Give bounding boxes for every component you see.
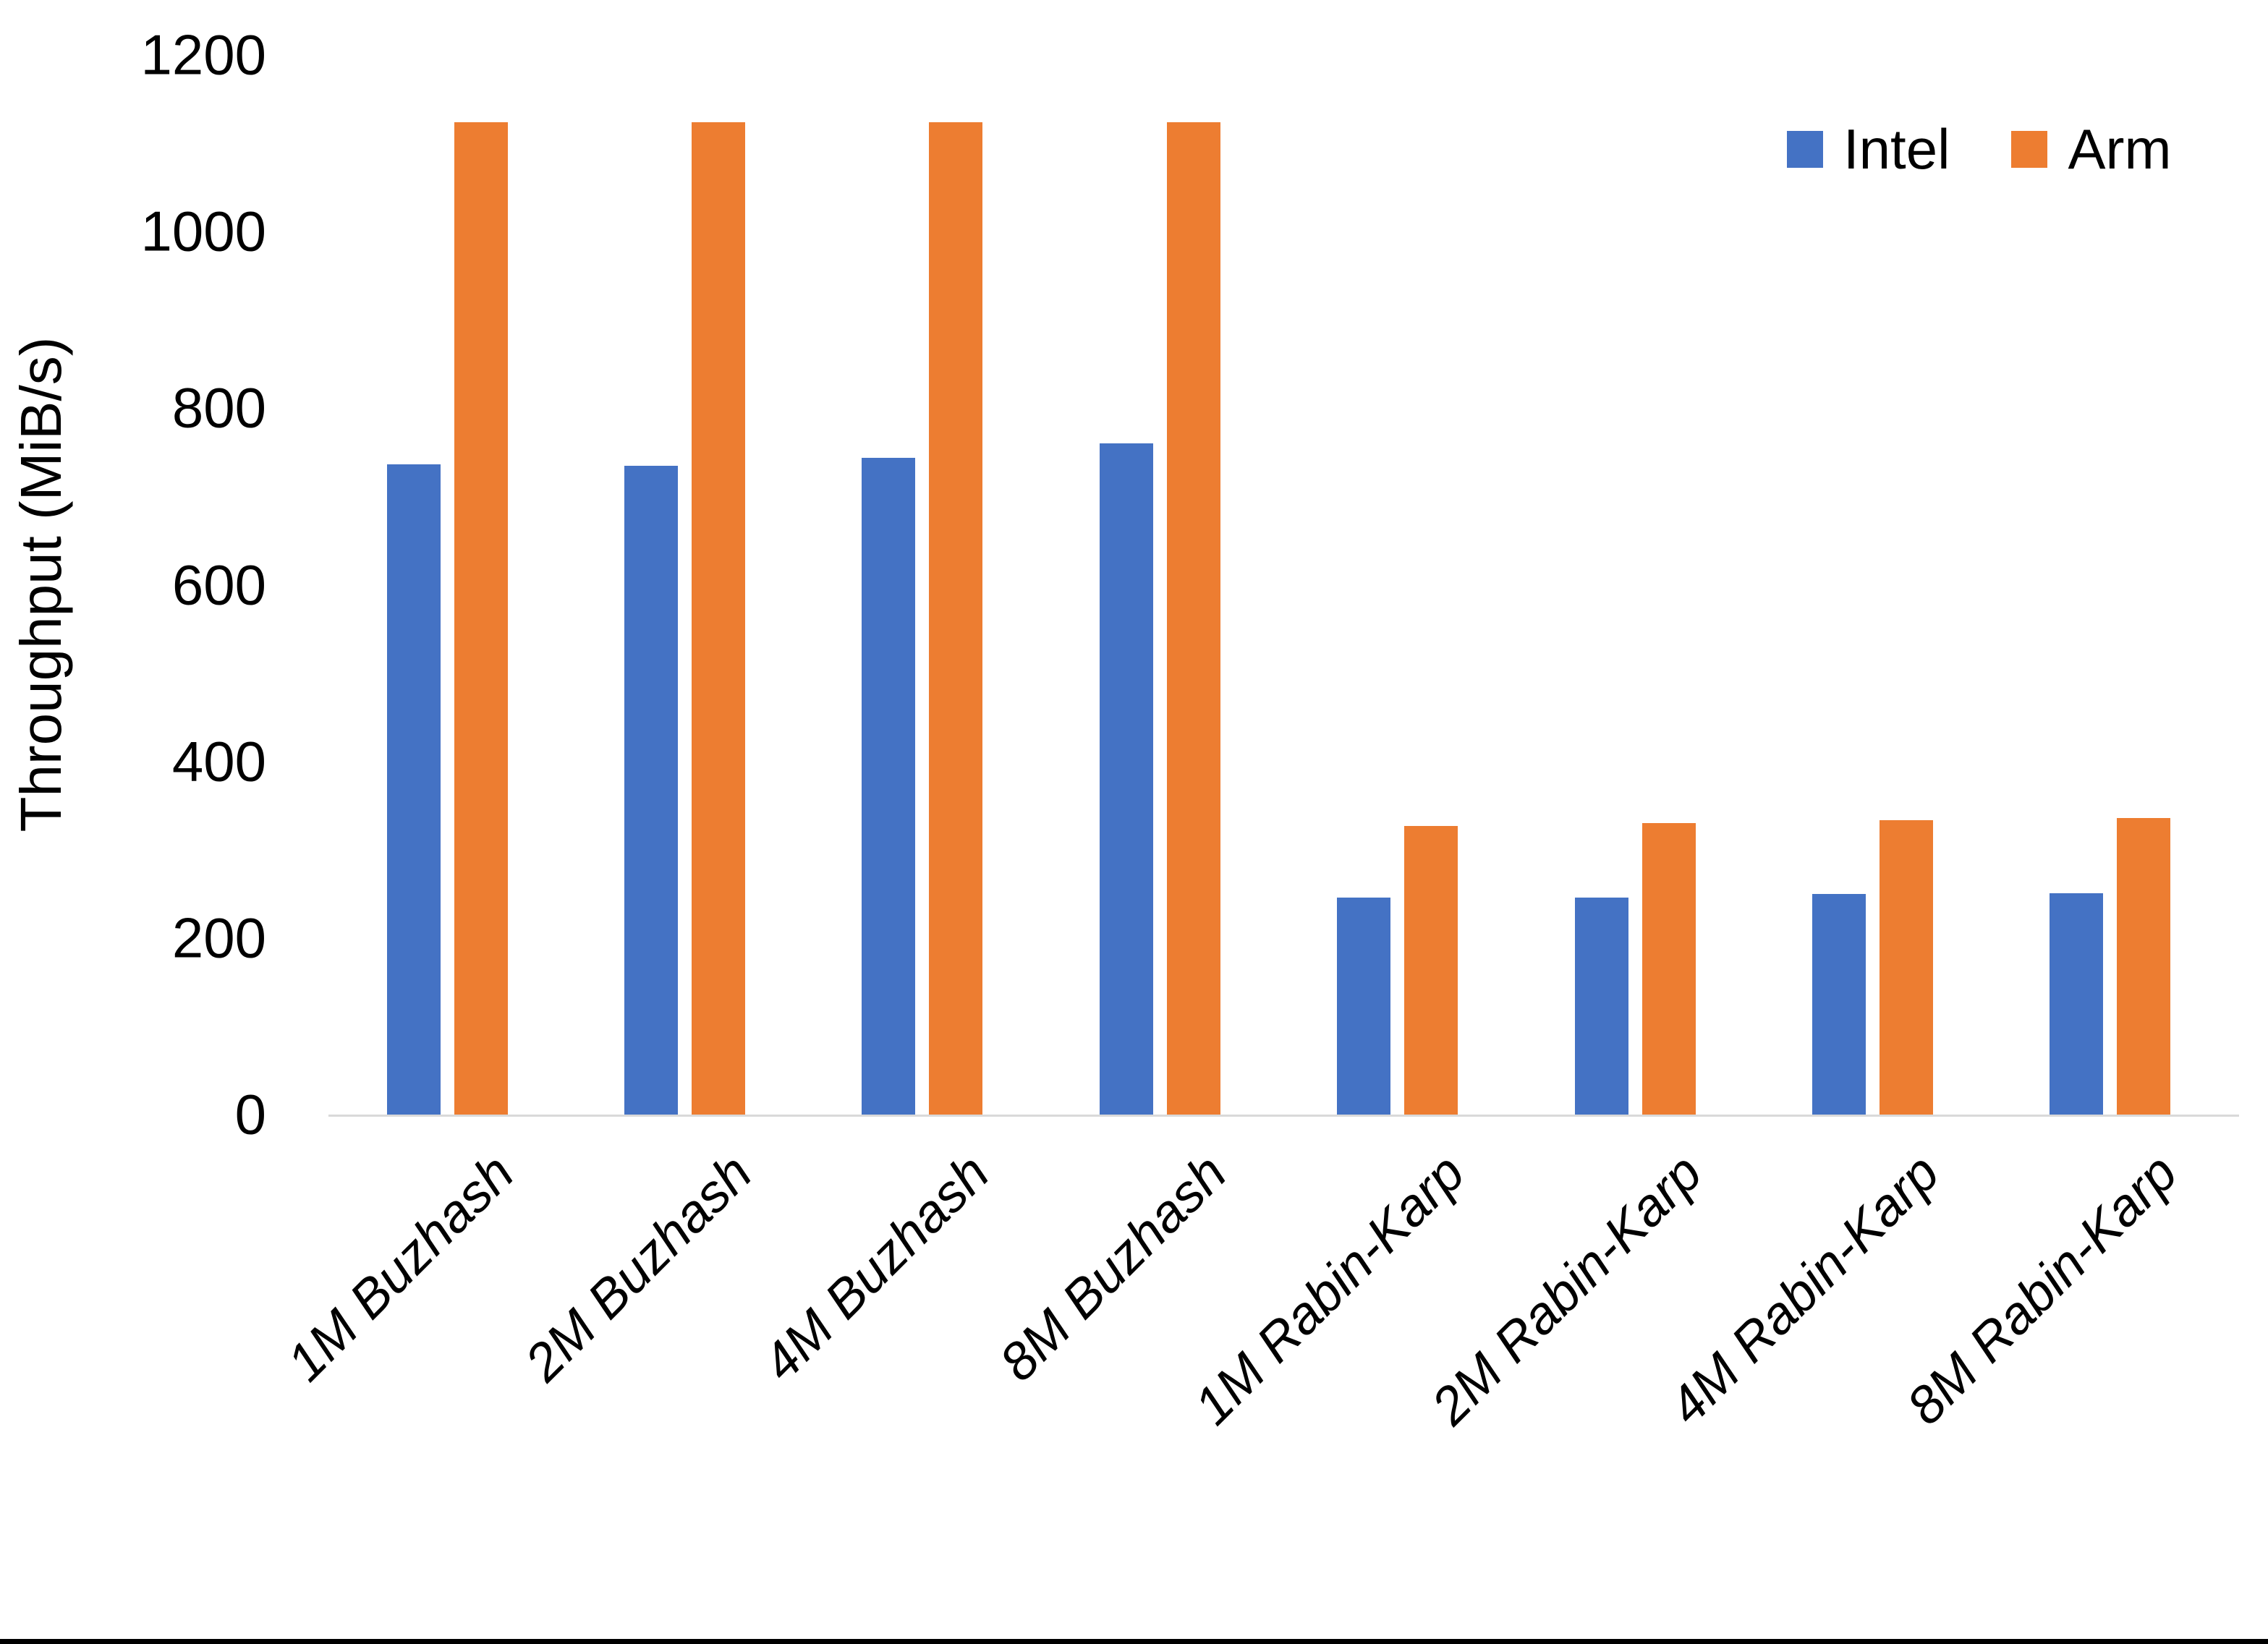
legend-item-intel: Intel bbox=[1787, 121, 1950, 177]
legend-label-arm: Arm bbox=[2068, 117, 2172, 181]
bar-arm-4m-rabin-karp bbox=[1879, 820, 1933, 1115]
bar-intel-4m-buzhash bbox=[862, 457, 916, 1115]
bar-arm-1m-buzhash bbox=[454, 122, 508, 1115]
y-tick-label-0: 0 bbox=[234, 1082, 266, 1146]
bar-arm-8m-rabin-karp bbox=[2117, 817, 2171, 1115]
bar-arm-4m-buzhash bbox=[929, 122, 983, 1115]
x-axis-line bbox=[328, 1115, 2239, 1117]
bar-arm-8m-buzhash bbox=[1166, 122, 1220, 1115]
bar-intel-1m-buzhash bbox=[386, 464, 441, 1115]
x-category-label-4m-buzhash: 4M Buzhash bbox=[751, 1143, 1001, 1392]
bar-intel-2m-rabin-karp bbox=[1574, 897, 1628, 1115]
legend-item-arm: Arm bbox=[2011, 121, 2171, 177]
x-category-label-1m-buzhash: 1M Buzhash bbox=[276, 1143, 525, 1392]
y-tick-label-1000: 1000 bbox=[140, 199, 266, 263]
bar-intel-4m-rabin-karp bbox=[1812, 893, 1866, 1115]
bar-intel-8m-buzhash bbox=[1099, 443, 1153, 1115]
y-tick-label-200: 200 bbox=[171, 906, 266, 970]
bar-intel-8m-rabin-karp bbox=[2050, 893, 2104, 1115]
bottom-border bbox=[0, 1639, 2268, 1644]
bar-arm-1m-rabin-karp bbox=[1404, 825, 1458, 1115]
bar-arm-2m-buzhash bbox=[691, 122, 745, 1115]
legend-swatch-arm bbox=[2011, 130, 2048, 168]
bar-intel-1m-rabin-karp bbox=[1337, 897, 1391, 1115]
y-tick-label-400: 400 bbox=[171, 729, 266, 793]
y-tick-label-800: 800 bbox=[171, 375, 266, 440]
x-category-label-2m-buzhash: 2M Buzhash bbox=[514, 1143, 763, 1392]
legend-label-intel: Intel bbox=[1843, 117, 1950, 181]
legend: Intel Arm bbox=[1787, 121, 2171, 177]
y-tick-label-600: 600 bbox=[171, 553, 266, 616]
bar-intel-2m-buzhash bbox=[624, 465, 678, 1115]
y-tick-label-1200: 1200 bbox=[140, 22, 266, 87]
x-category-label-8m-buzhash: 8M Buzhash bbox=[988, 1143, 1239, 1392]
legend-swatch-intel bbox=[1787, 130, 1823, 168]
bar-arm-2m-rabin-karp bbox=[1641, 823, 1696, 1115]
